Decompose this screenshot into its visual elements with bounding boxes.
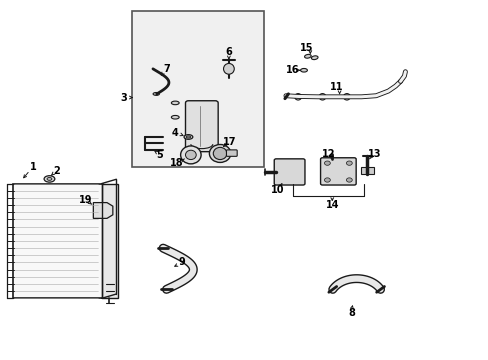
- Ellipse shape: [44, 176, 55, 182]
- FancyBboxPatch shape: [185, 101, 218, 152]
- Ellipse shape: [213, 147, 226, 159]
- Text: 2: 2: [53, 166, 60, 176]
- FancyBboxPatch shape: [226, 150, 237, 156]
- Ellipse shape: [300, 68, 307, 72]
- Ellipse shape: [319, 94, 325, 100]
- Ellipse shape: [343, 94, 349, 100]
- Text: 16: 16: [285, 65, 299, 75]
- Text: 1: 1: [29, 162, 36, 172]
- Text: 12: 12: [322, 149, 335, 159]
- Ellipse shape: [186, 136, 190, 138]
- Ellipse shape: [171, 116, 179, 119]
- Text: 19: 19: [79, 195, 93, 205]
- Ellipse shape: [185, 150, 196, 159]
- Polygon shape: [93, 203, 113, 219]
- Ellipse shape: [311, 56, 317, 60]
- FancyBboxPatch shape: [13, 184, 103, 298]
- Ellipse shape: [294, 94, 301, 100]
- Circle shape: [324, 161, 330, 165]
- Text: 4: 4: [171, 128, 178, 138]
- Text: 3: 3: [120, 93, 127, 103]
- Ellipse shape: [223, 63, 234, 74]
- Ellipse shape: [304, 54, 310, 58]
- Ellipse shape: [171, 101, 179, 105]
- Text: 14: 14: [325, 200, 338, 210]
- Text: 13: 13: [367, 149, 381, 159]
- Text: 8: 8: [347, 308, 354, 318]
- Text: 9: 9: [178, 257, 185, 267]
- Ellipse shape: [47, 177, 52, 180]
- FancyBboxPatch shape: [102, 184, 118, 298]
- Ellipse shape: [180, 146, 201, 164]
- FancyBboxPatch shape: [274, 159, 305, 185]
- Text: 17: 17: [223, 137, 236, 147]
- Ellipse shape: [153, 93, 159, 95]
- Ellipse shape: [209, 144, 230, 162]
- Text: 7: 7: [163, 64, 169, 74]
- Text: 18: 18: [170, 158, 183, 168]
- FancyBboxPatch shape: [360, 167, 373, 174]
- Text: 11: 11: [330, 82, 343, 93]
- Text: 5: 5: [156, 150, 162, 160]
- Circle shape: [346, 161, 351, 165]
- Ellipse shape: [183, 135, 192, 139]
- FancyBboxPatch shape: [132, 12, 264, 167]
- Text: 6: 6: [225, 46, 232, 57]
- Circle shape: [324, 178, 330, 182]
- Circle shape: [346, 178, 351, 182]
- Text: 10: 10: [270, 185, 284, 195]
- FancyBboxPatch shape: [320, 158, 355, 185]
- Text: 15: 15: [300, 44, 313, 53]
